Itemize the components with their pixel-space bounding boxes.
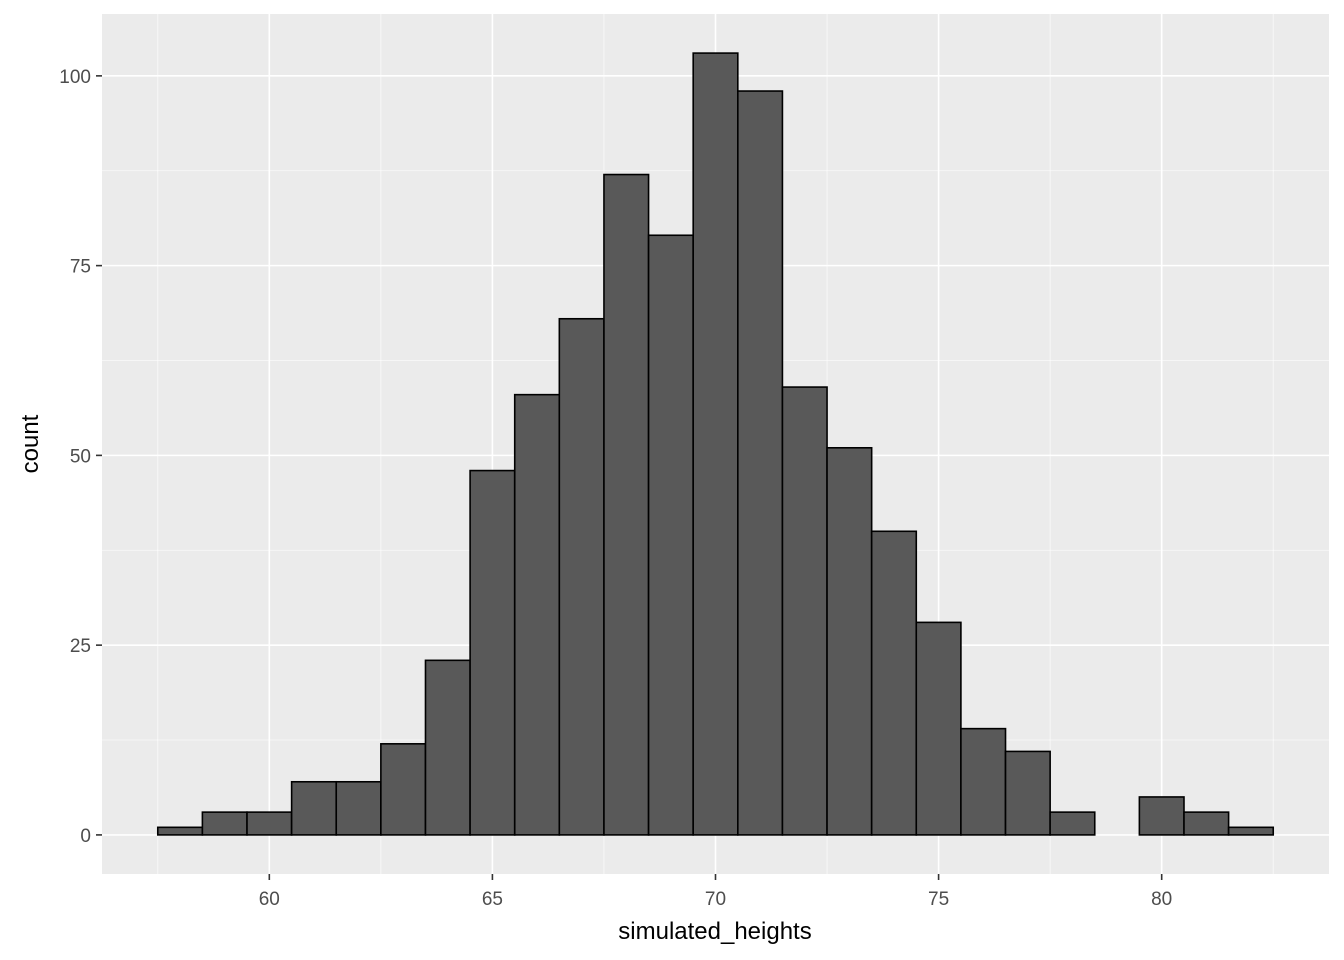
histogram-bar: [380, 743, 427, 836]
x-tick-label: 65: [482, 889, 503, 910]
x-tick-label: 80: [1151, 889, 1172, 910]
y-tick-label: 75: [70, 257, 91, 278]
histogram-bar: [290, 780, 338, 836]
histogram-bar: [870, 530, 918, 836]
histogram-bar: [558, 317, 605, 836]
histogram-bar: [469, 469, 516, 836]
histogram-bar: [1004, 750, 1051, 836]
histogram-bar: [424, 659, 471, 836]
histogram-bar: [960, 727, 1007, 836]
histogram-bar: [737, 90, 784, 836]
x-axis-title: simulated_heights: [618, 918, 811, 945]
y-tick-label: 50: [70, 446, 91, 467]
histogram-bar: [915, 621, 962, 836]
histogram-bar: [246, 811, 293, 836]
histogram-bar: [1138, 796, 1185, 836]
histogram-bar: [1227, 826, 1275, 836]
histogram-bar: [603, 173, 650, 836]
histogram-bars: [156, 52, 1275, 836]
histogram-bar: [1049, 811, 1096, 836]
histogram-bar: [1183, 811, 1230, 836]
histogram-bar: [156, 826, 204, 836]
x-tick-label: 75: [928, 889, 949, 910]
y-axis-ticks: 0 25 50 75 100: [59, 67, 102, 847]
histogram-bar: [826, 446, 873, 836]
histogram-bar: [513, 393, 561, 836]
histogram-bar: [335, 780, 382, 836]
x-tick-label: 70: [705, 889, 726, 910]
x-tick-label: 60: [259, 889, 280, 910]
histogram-bar: [647, 234, 694, 836]
histogram-bar: [201, 811, 248, 836]
y-tick-label: 0: [80, 826, 91, 847]
x-axis-ticks: 60 65 70 75 80: [259, 874, 1172, 910]
histogram-bar: [692, 52, 739, 836]
y-axis-title: count: [17, 414, 44, 473]
y-tick-label: 100: [59, 67, 91, 88]
histogram-bar: [781, 386, 828, 836]
y-tick-label: 25: [70, 636, 91, 657]
